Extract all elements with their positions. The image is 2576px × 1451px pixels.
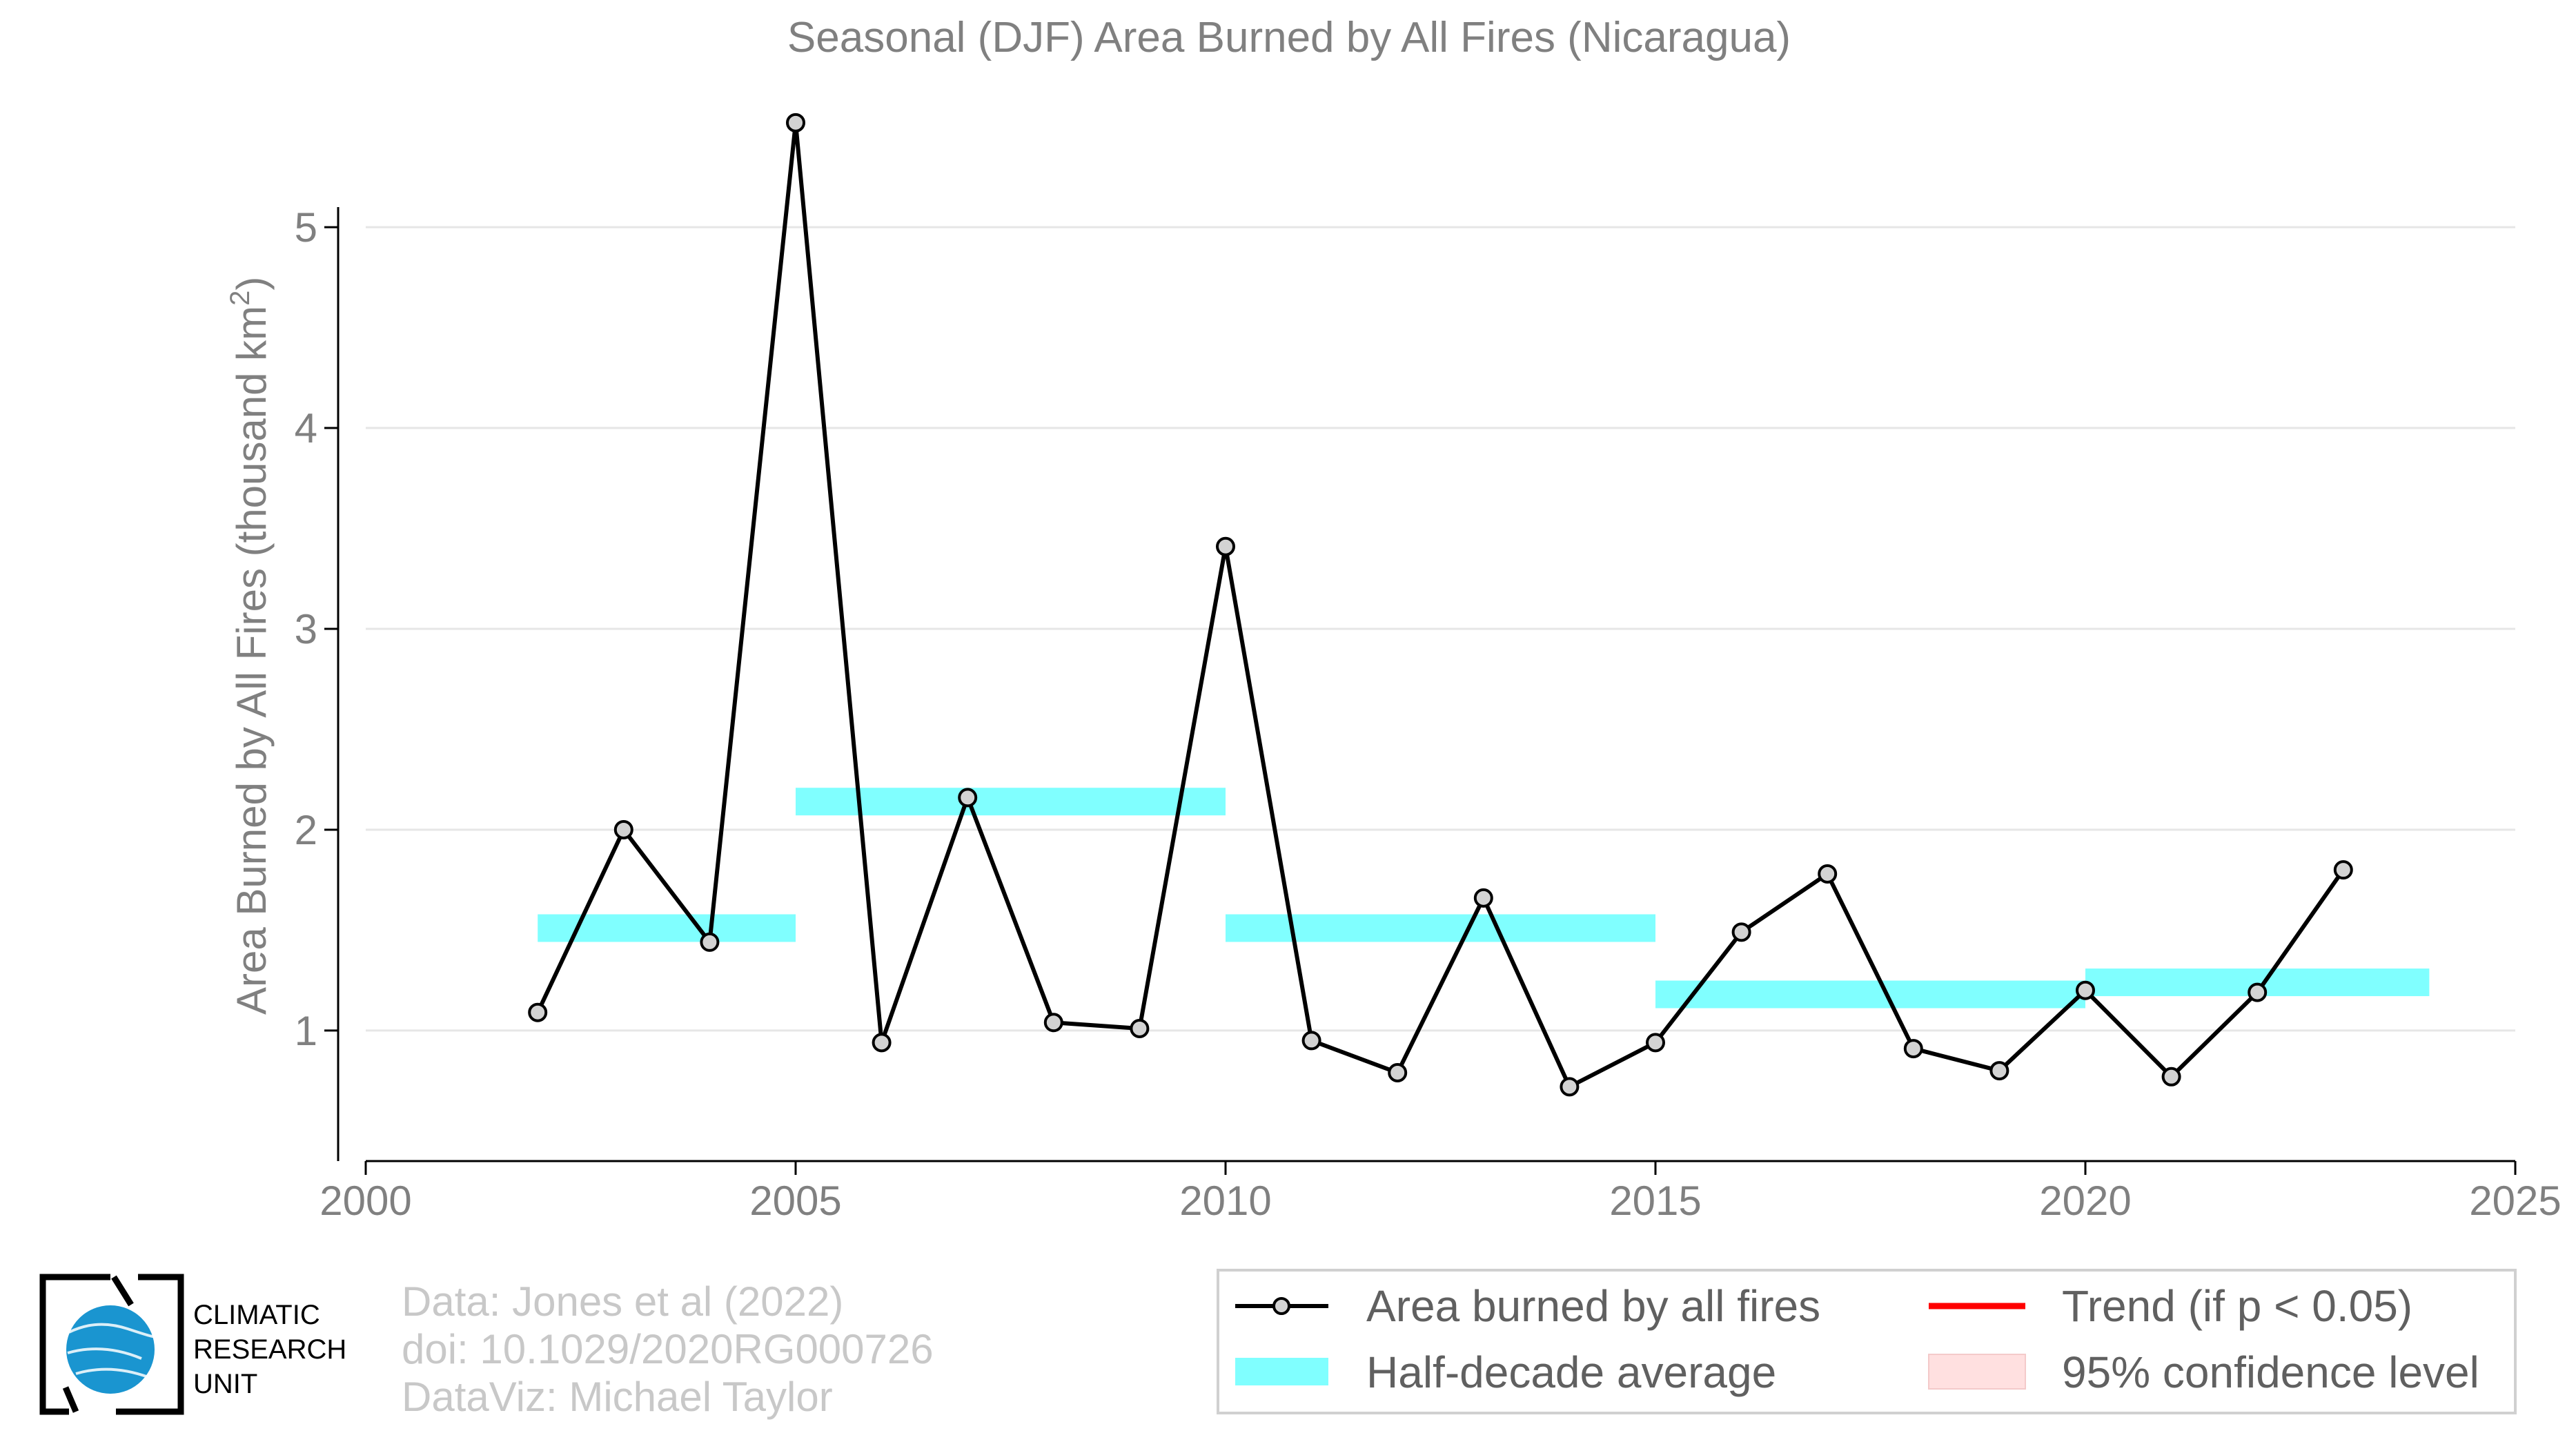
x-tick-label-2025: 2025 [2469,1178,2561,1224]
logo-text-line1: CLIMATIC [193,1300,320,1330]
data-point-2002 [528,1002,548,1022]
data-point-2010 [1216,536,1235,556]
legend-label-average: Half-decade average [1366,1347,1776,1397]
data-point-2020 [2076,980,2095,1000]
data-point-2007 [958,788,978,808]
half-decade-average-bar-3 [1655,980,2085,1009]
x-tick-label-2010: 2010 [1179,1178,1271,1224]
data-point-2021 [2161,1067,2181,1087]
data-point-2022 [2248,982,2268,1002]
x-tick-label-2020: 2020 [2039,1178,2131,1224]
axes-layer [337,207,2515,1162]
series-layer [528,113,2353,1097]
y-axis-label: Area Burned by All Fires (thousand km2) [225,277,275,1015]
tick-layer: 1 2 3 4 5 2000 2005 2010 2015 2020 2025 [295,204,2562,1224]
y-axis-label-main: Area Burned by All Fires (thousand km [228,306,275,1015]
chart-title: Seasonal (DJF) Area Burned by All Fires … [787,14,1791,61]
data-point-2009 [1130,1018,1150,1038]
data-point-2005 [786,113,805,133]
data-point-2015 [1646,1033,1665,1053]
legend-swatch-series-marker [1272,1297,1290,1315]
y-tick-label-1: 1 [295,1008,317,1054]
data-point-2011 [1301,1031,1321,1051]
logo-bracket-left [39,1274,110,1415]
credit-data: Data: Jones et al (2022) [402,1278,843,1325]
cru-logo: CLIMATIC RESEARCH UNIT [39,1274,346,1415]
y-tick-label-2: 2 [295,807,317,853]
y-tick-label-5: 5 [295,204,317,251]
data-point-2014 [1560,1077,1580,1097]
data-point-2004 [700,932,720,952]
credit-dataviz: DataViz: Michael Taylor [402,1374,833,1420]
data-point-2006 [872,1033,892,1053]
legend-label-trend: Trend (if p < 0.05) [2062,1281,2412,1331]
data-point-2008 [1043,1013,1063,1033]
y-axis-label-close: ) [228,277,275,291]
x-tick-label-2015: 2015 [1609,1178,1701,1224]
data-point-2016 [1731,922,1751,942]
credit-doi: doi: 10.1029/2020RG000726 [402,1326,934,1372]
legend: Area burned by all fires Trend (if p < 0… [1217,1269,2517,1414]
logo-slash-top [111,1275,134,1307]
y-tick-label-3: 3 [295,606,317,652]
logo-bracket-right [116,1274,184,1415]
data-point-2012 [1388,1062,1408,1082]
y-axis-label-superscript: 2 [225,291,255,306]
logo-slash-bottom [62,1386,79,1413]
x-tick-label-2005: 2005 [749,1178,841,1224]
globe-wave-3 [75,1367,149,1379]
legend-label-series: Area burned by all fires [1366,1281,1820,1331]
legend-swatch-confidence [1928,1354,2026,1390]
logo-text-line3: UNIT [193,1369,257,1399]
series-line-0 [535,120,2346,1089]
half-decade-average-bar-2 [1226,914,1655,942]
logo-text-line2: RESEARCH [193,1334,346,1365]
legend-frame [1217,1269,2517,1414]
globe-wave-2 [67,1347,142,1360]
legend-swatch-average [1235,1358,1328,1385]
half-decade-average-bar-1 [796,788,1226,816]
data-point-2019 [1989,1061,2009,1081]
data-point-2017 [1818,864,1838,884]
grid-layer [366,226,2515,1032]
data-point-2023 [2333,860,2353,880]
data-point-2018 [1903,1039,1923,1059]
data-point-2003 [613,819,633,839]
x-tick-label-2000: 2000 [319,1178,411,1224]
legend-label-confidence: 95% confidence level [2062,1347,2479,1397]
y-tick-label-4: 4 [295,405,317,451]
data-point-2013 [1473,888,1493,908]
